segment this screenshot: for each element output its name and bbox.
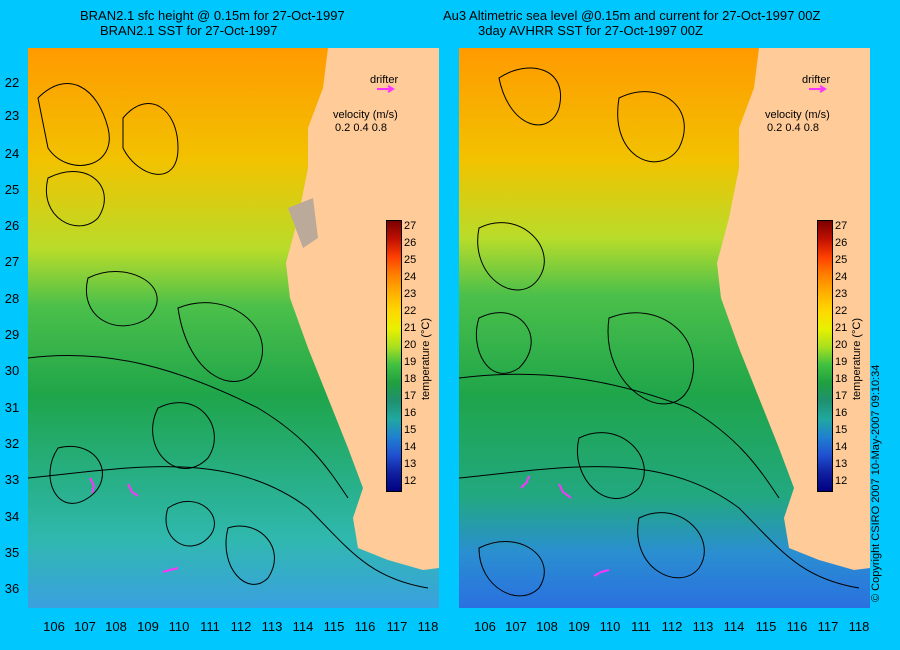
colorbar-tick: 25: [835, 254, 848, 266]
colorbar-left: [386, 220, 402, 492]
colorbar-tick: 22: [404, 305, 417, 317]
lon-tick: 116: [354, 619, 376, 634]
colorbar-tick: 14: [835, 441, 848, 453]
colorbar-tick: 24: [835, 271, 848, 283]
copyright-text: © Copyright CSIRO 2007 10-May-2007 09:10…: [870, 364, 882, 602]
drifter-legend-label: drifter: [370, 74, 399, 86]
lat-tick: 31: [4, 400, 20, 415]
lat-tick: 29: [4, 327, 20, 342]
lon-tick: 108: [536, 619, 558, 634]
colorbar-tick: 21: [404, 322, 417, 334]
colorbar-tick: 22: [835, 305, 848, 317]
lon-tick: 106: [43, 619, 65, 634]
lat-tick: 25: [4, 182, 20, 197]
colorbar-tick: 16: [404, 407, 417, 419]
lon-tick: 117: [386, 619, 408, 634]
drifter-legend-icon: [809, 85, 827, 93]
lat-tick: 22: [4, 75, 20, 90]
drifter-legend-icon: [377, 85, 395, 93]
colorbar-tick: 16: [835, 407, 848, 419]
lon-tick: 110: [168, 619, 190, 634]
colorbar-tick: 13: [404, 458, 417, 470]
lat-tick: 36: [4, 581, 20, 596]
colorbar-tick: 19: [835, 356, 848, 368]
colorbar-tick: 20: [835, 339, 848, 351]
lat-tick: 27: [4, 254, 20, 269]
colorbar-tick: 12: [835, 475, 848, 487]
lat-tick: 32: [4, 436, 20, 451]
lon-tick: 114: [292, 619, 314, 634]
colorbar-tick: 23: [835, 288, 848, 300]
colorbar-tick: 17: [835, 390, 848, 402]
left-sst-map: [28, 48, 439, 608]
drifter-legend-label: drifter: [802, 74, 831, 86]
lat-tick: 34: [4, 509, 20, 524]
colorbar-tick: 27: [835, 220, 848, 232]
drifter-tracks: [520, 475, 610, 577]
lat-tick: 35: [4, 545, 20, 560]
colorbar-title-left: temperature (°C): [420, 317, 432, 400]
colorbar-tick: 18: [835, 373, 848, 385]
colorbar-tick: 12: [404, 475, 417, 487]
lon-tick: 111: [631, 619, 651, 634]
left-title-line1: BRAN2.1 sfc height @ 0.15m for 27-Oct-19…: [80, 8, 345, 23]
lat-tick: 28: [4, 291, 20, 306]
lon-tick: 107: [505, 619, 527, 634]
colorbar-tick: 26: [835, 237, 848, 249]
colorbar-tick: 21: [835, 322, 848, 334]
velocity-legend-label: velocity (m/s): [765, 109, 830, 121]
left-map-panel: [28, 48, 439, 608]
velocity-legend-label: velocity (m/s): [333, 109, 398, 121]
colorbar-tick: 23: [404, 288, 417, 300]
lat-tick: 26: [4, 218, 20, 233]
colorbar-right: [817, 220, 833, 492]
lat-tick: 30: [4, 363, 20, 378]
colorbar-tick: 15: [835, 424, 848, 436]
lon-tick: 118: [848, 619, 870, 634]
colorbar-tick: 14: [404, 441, 417, 453]
lon-tick: 118: [417, 619, 439, 634]
lon-tick: 110: [599, 619, 621, 634]
lon-tick: 112: [230, 619, 252, 634]
colorbar-tick: 25: [404, 254, 417, 266]
right-title-line1: Au3 Altimetric sea level @0.15m and curr…: [443, 8, 821, 23]
velocity-legend-values: 0.2 0.4 0.8: [767, 122, 819, 134]
lon-tick: 113: [692, 619, 714, 634]
colorbar-tick: 27: [404, 220, 417, 232]
lon-tick: 106: [474, 619, 496, 634]
colorbar-tick: 20: [404, 339, 417, 351]
colorbar-tick: 19: [404, 356, 417, 368]
lon-tick: 111: [200, 619, 220, 634]
lat-tick: 23: [4, 108, 20, 123]
drifter-tracks: [89, 477, 179, 573]
lon-tick: 109: [137, 619, 159, 634]
lon-tick: 115: [755, 619, 777, 634]
lat-tick: 24: [4, 146, 20, 161]
lon-tick: 115: [323, 619, 345, 634]
colorbar-tick: 17: [404, 390, 417, 402]
lat-tick: 33: [4, 472, 20, 487]
colorbar-tick: 26: [404, 237, 417, 249]
colorbar-tick: 24: [404, 271, 417, 283]
colorbar-tick: 13: [835, 458, 848, 470]
colorbar-title-right: temperature (°C): [851, 317, 863, 400]
velocity-legend-values: 0.2 0.4 0.8: [335, 122, 387, 134]
lon-tick: 109: [568, 619, 590, 634]
right-sst-map: [459, 48, 870, 608]
lon-tick: 108: [105, 619, 127, 634]
left-title-line2: BRAN2.1 SST for 27-Oct-1997: [100, 23, 278, 38]
lon-tick: 117: [817, 619, 839, 634]
colorbar-tick: 18: [404, 373, 417, 385]
right-title-line2: 3day AVHRR SST for 27-Oct-1997 00Z: [478, 23, 703, 38]
lon-tick: 107: [74, 619, 96, 634]
lon-tick: 113: [261, 619, 283, 634]
lon-tick: 116: [786, 619, 808, 634]
colorbar-tick: 15: [404, 424, 417, 436]
lon-tick: 112: [661, 619, 683, 634]
lon-tick: 114: [723, 619, 745, 634]
right-map-panel: [459, 48, 870, 608]
